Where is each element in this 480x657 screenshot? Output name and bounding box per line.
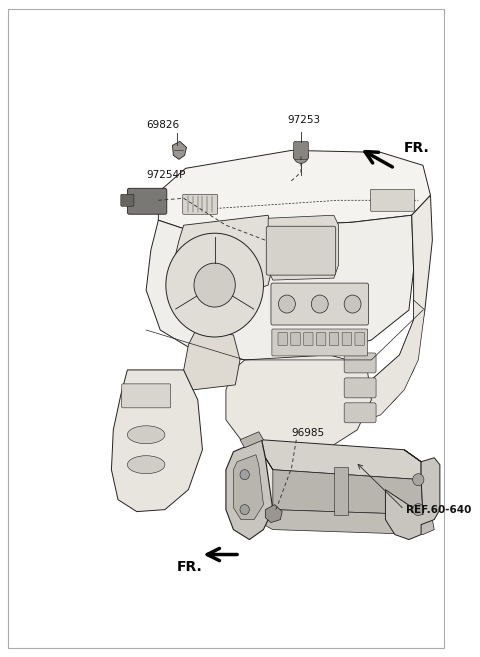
- Circle shape: [166, 233, 264, 337]
- FancyBboxPatch shape: [121, 194, 134, 206]
- FancyBboxPatch shape: [371, 189, 415, 212]
- FancyBboxPatch shape: [293, 141, 309, 160]
- Polygon shape: [226, 355, 372, 452]
- Polygon shape: [240, 432, 264, 448]
- Polygon shape: [233, 455, 264, 520]
- FancyBboxPatch shape: [342, 332, 351, 346]
- Circle shape: [413, 504, 424, 516]
- Text: REF.60-640: REF.60-640: [406, 505, 471, 514]
- Polygon shape: [172, 141, 187, 160]
- FancyBboxPatch shape: [278, 332, 288, 346]
- FancyBboxPatch shape: [271, 283, 369, 325]
- FancyBboxPatch shape: [355, 332, 364, 346]
- Polygon shape: [262, 440, 421, 480]
- FancyBboxPatch shape: [127, 189, 167, 214]
- Polygon shape: [334, 466, 348, 514]
- FancyBboxPatch shape: [122, 384, 170, 408]
- Polygon shape: [184, 330, 240, 390]
- FancyBboxPatch shape: [329, 332, 339, 346]
- FancyBboxPatch shape: [272, 329, 368, 356]
- FancyBboxPatch shape: [344, 403, 376, 423]
- Text: FR.: FR.: [404, 141, 430, 156]
- Polygon shape: [268, 215, 338, 280]
- Polygon shape: [343, 300, 425, 425]
- Circle shape: [240, 470, 250, 480]
- Polygon shape: [240, 445, 348, 510]
- Polygon shape: [264, 510, 434, 535]
- Circle shape: [278, 295, 295, 313]
- Polygon shape: [111, 370, 203, 512]
- Circle shape: [293, 147, 309, 164]
- Polygon shape: [265, 505, 282, 522]
- Polygon shape: [265, 458, 423, 514]
- Polygon shape: [343, 195, 432, 425]
- FancyBboxPatch shape: [266, 226, 336, 275]
- Text: 97253: 97253: [287, 116, 320, 125]
- FancyBboxPatch shape: [304, 332, 313, 346]
- Polygon shape: [226, 440, 273, 539]
- FancyBboxPatch shape: [344, 353, 376, 373]
- Polygon shape: [158, 150, 431, 230]
- Circle shape: [344, 295, 361, 313]
- Circle shape: [194, 263, 235, 307]
- Text: 96985: 96985: [292, 428, 325, 438]
- Text: 97254P: 97254P: [146, 170, 186, 180]
- Circle shape: [413, 474, 424, 486]
- Polygon shape: [385, 450, 440, 539]
- Text: FR.: FR.: [177, 560, 203, 574]
- FancyBboxPatch shape: [316, 332, 326, 346]
- Circle shape: [240, 505, 250, 514]
- FancyBboxPatch shape: [183, 194, 217, 214]
- FancyBboxPatch shape: [291, 332, 300, 346]
- Ellipse shape: [127, 426, 165, 443]
- Polygon shape: [174, 215, 273, 295]
- Ellipse shape: [127, 456, 165, 474]
- Text: 69826: 69826: [146, 120, 179, 131]
- Circle shape: [312, 295, 328, 313]
- Polygon shape: [146, 215, 414, 360]
- FancyBboxPatch shape: [344, 378, 376, 398]
